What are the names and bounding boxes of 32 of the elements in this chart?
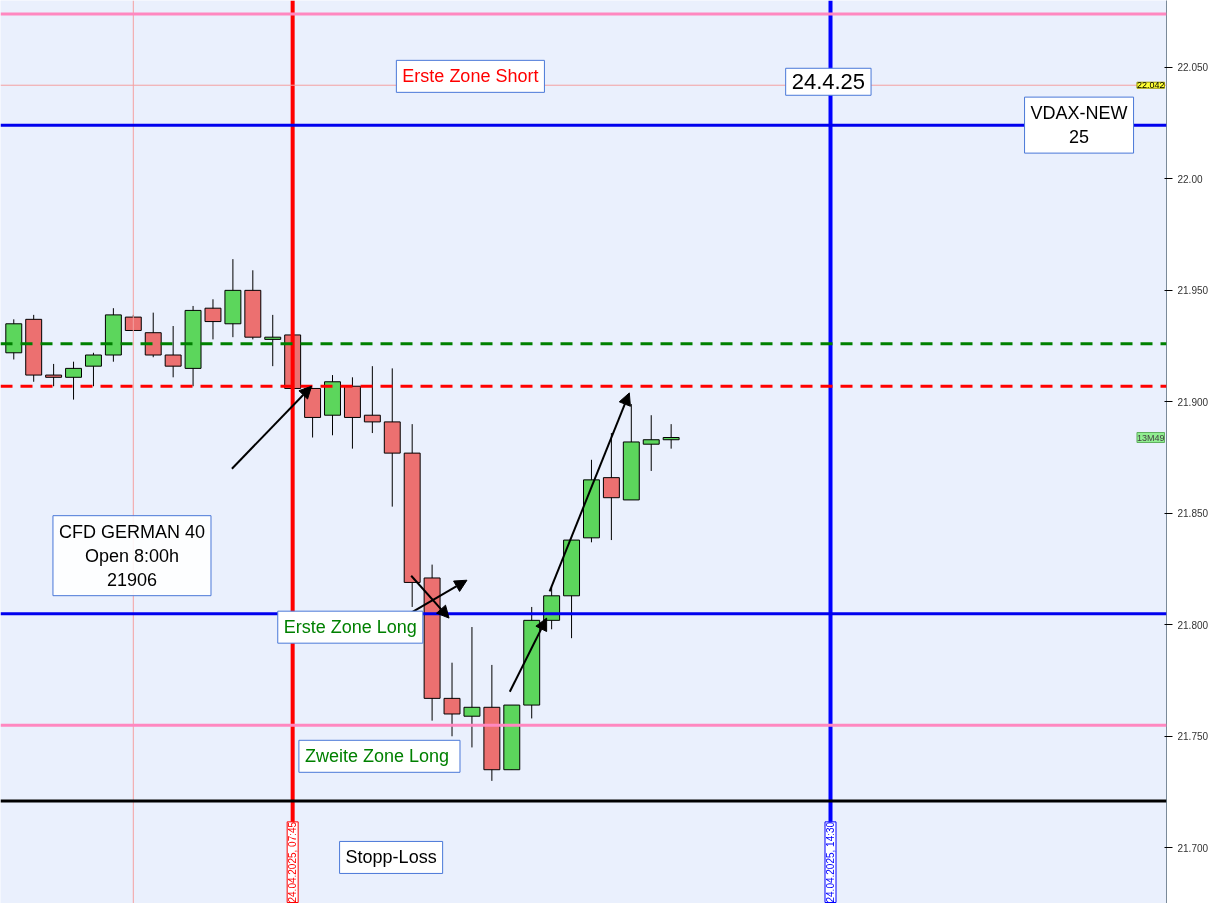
y-tick-label: 21.800 [1177,619,1209,631]
y-tick-label: 21.750 [1177,731,1209,743]
candlestick [65,361,83,401]
candlestick [45,363,63,387]
candlestick [363,365,381,434]
candlestick [463,626,481,748]
y-tick-label: 22.00 [1177,173,1203,185]
candlestick [204,298,222,340]
annotation: 24.4.25 [791,69,866,95]
x-tick-label: 24.04.2025, 14:30 [825,821,837,903]
annotation: Erste Zone Long [283,617,417,638]
annotation: VDAX-NEW 25 [1030,103,1128,148]
ref-line-label: 22.042 [1136,80,1165,91]
candlestick [264,314,282,367]
candlestick [602,432,620,541]
x-tick-label: 24.04.2025, 07:45 [287,821,299,903]
y-tick-label: 22.050 [1177,62,1209,74]
candlestick [144,312,162,358]
candlestick [84,352,102,387]
y-tick-label: 21.700 [1177,842,1209,854]
annotation: 13M49 [1136,432,1165,443]
y-tick-label: 21.850 [1177,508,1209,520]
annotation: Erste Zone Short [402,66,539,87]
candlestick [642,414,660,472]
annotation: Stopp-Loss [345,847,437,868]
annotation: CFD GERMAN 40 Open 8:00h 21906 [58,521,205,590]
candlestick [164,325,182,378]
candlestick [662,423,680,450]
y-tick-label: 21.950 [1177,285,1209,297]
annotation: Zweite Zone Long [304,746,449,767]
y-tick-label: 21.900 [1177,396,1209,408]
candlestick [443,662,461,737]
